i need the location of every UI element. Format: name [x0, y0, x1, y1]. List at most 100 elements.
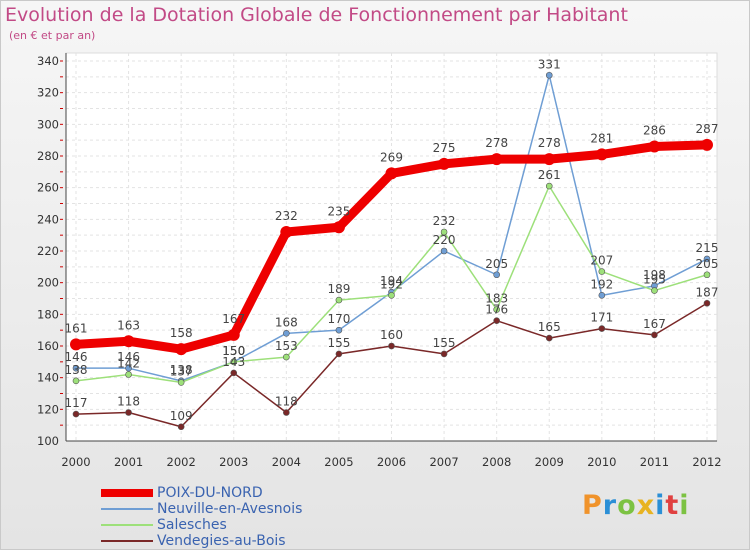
legend-label: Salesches — [157, 517, 227, 533]
data-label: 232 — [433, 214, 456, 228]
y-tick-label: 160 — [37, 339, 59, 353]
data-label: 161 — [65, 321, 88, 335]
data-label: 286 — [643, 124, 666, 138]
data-label: 189 — [327, 282, 350, 296]
data-point — [335, 350, 343, 358]
logo-letter: i — [679, 490, 690, 521]
x-tick-label: 2010 — [587, 455, 616, 469]
data-point — [388, 342, 395, 350]
y-tick-label: 180 — [37, 307, 59, 321]
data-label: 278 — [538, 136, 561, 150]
legend-swatch — [101, 540, 153, 542]
data-label: 117 — [65, 396, 88, 410]
legend-label: Vendegies-au-Bois — [157, 533, 286, 549]
x-tick-label: 2009 — [535, 455, 564, 469]
data-point — [177, 379, 185, 386]
data-point — [595, 148, 608, 161]
data-label: 235 — [327, 204, 350, 218]
data-point — [598, 325, 606, 332]
data-point — [72, 410, 80, 418]
data-point — [703, 299, 711, 307]
data-point — [280, 226, 293, 238]
data-point — [70, 338, 82, 351]
data-label: 192 — [590, 277, 613, 291]
data-point — [703, 271, 711, 279]
data-point — [440, 228, 448, 236]
data-point — [648, 140, 661, 153]
legend-label: Neuville-en-Avesnois — [157, 501, 303, 517]
data-label: 167 — [222, 312, 245, 326]
data-point — [230, 369, 238, 377]
data-label: 205 — [696, 257, 719, 271]
data-point — [125, 409, 132, 416]
y-tick-label: 140 — [37, 371, 59, 385]
data-point — [493, 317, 500, 324]
logo-letter: P — [582, 490, 603, 521]
data-label: 232 — [275, 209, 298, 223]
x-tick-label: 2001 — [114, 455, 143, 469]
data-label: 150 — [222, 344, 245, 358]
data-point — [175, 343, 188, 356]
data-label: 215 — [696, 241, 719, 255]
y-tick-label: 340 — [37, 54, 59, 68]
data-point — [651, 331, 658, 339]
data-label: 118 — [117, 395, 140, 409]
x-tick-label: 2012 — [692, 455, 721, 469]
data-point — [125, 371, 132, 378]
data-label: 171 — [590, 311, 613, 325]
proxiti-logo: Proxiti — [582, 490, 690, 521]
data-label: 146 — [117, 350, 140, 364]
data-point — [545, 334, 553, 342]
data-point — [388, 292, 395, 299]
y-tick-label: 280 — [37, 149, 59, 163]
data-label: 198 — [643, 268, 666, 282]
data-point — [283, 353, 290, 361]
chart-subtitle: (en € et par an) — [9, 29, 96, 42]
data-point — [703, 255, 711, 263]
data-point — [440, 350, 448, 358]
data-label: 143 — [222, 355, 245, 369]
data-label: 167 — [643, 317, 666, 331]
logo-letter: o — [617, 490, 637, 521]
data-label: 163 — [117, 318, 140, 332]
x-tick-label: 2006 — [377, 455, 406, 469]
x-tick-label: 2005 — [324, 455, 353, 469]
data-label: 192 — [380, 277, 403, 291]
data-point — [125, 364, 132, 372]
x-tick-label: 2000 — [61, 455, 90, 469]
data-point — [493, 271, 500, 279]
data-point — [493, 306, 500, 313]
data-point — [227, 328, 240, 341]
y-tick-label: 100 — [37, 434, 59, 448]
data-label: 160 — [380, 328, 403, 342]
data-point — [230, 358, 238, 366]
data-label: 207 — [590, 254, 613, 268]
data-label: 187 — [696, 285, 719, 299]
data-label: 287 — [696, 122, 719, 136]
data-label: 150 — [222, 344, 245, 358]
data-point — [545, 182, 553, 190]
data-label: 183 — [485, 292, 508, 306]
data-point — [651, 287, 658, 294]
data-label: 205 — [485, 257, 508, 271]
y-tick-label: 200 — [37, 276, 59, 290]
data-label: 275 — [433, 141, 456, 155]
data-label: 137 — [170, 364, 193, 378]
data-point — [598, 292, 606, 299]
data-point — [335, 326, 343, 334]
data-label: 138 — [170, 363, 193, 377]
x-tick-label: 2004 — [272, 455, 301, 469]
legend-swatch — [101, 489, 153, 497]
legend-swatch — [101, 524, 153, 526]
x-tick-label: 2008 — [482, 455, 511, 469]
y-tick-label: 120 — [37, 402, 59, 416]
data-label: 118 — [275, 395, 298, 409]
data-label: 261 — [538, 168, 561, 182]
y-tick-label: 300 — [37, 117, 59, 131]
y-tick-label: 220 — [37, 244, 59, 258]
data-point — [385, 167, 398, 180]
data-label: 155 — [327, 336, 350, 350]
data-label: 269 — [380, 150, 403, 164]
data-point — [335, 296, 343, 304]
